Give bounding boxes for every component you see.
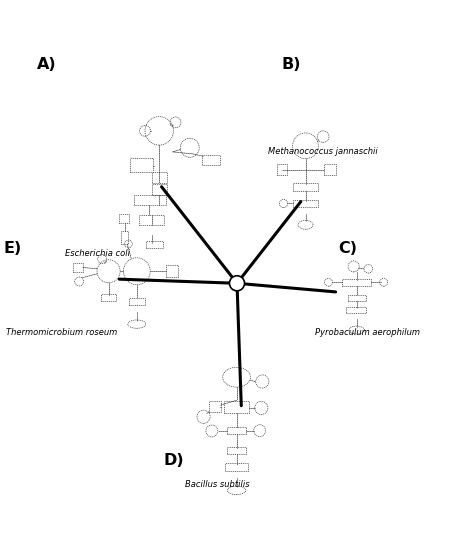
- Bar: [227, 447, 246, 454]
- Bar: [346, 307, 366, 313]
- Text: Escherichia coli: Escherichia coli: [65, 249, 130, 258]
- Bar: [201, 155, 220, 165]
- Text: D): D): [164, 453, 184, 468]
- Bar: [224, 401, 249, 414]
- Bar: [342, 279, 372, 286]
- Bar: [153, 185, 167, 195]
- Bar: [153, 172, 167, 184]
- Text: E): E): [4, 241, 22, 256]
- Bar: [119, 214, 129, 223]
- Bar: [292, 200, 319, 207]
- Bar: [134, 195, 166, 205]
- Bar: [165, 266, 178, 277]
- Bar: [130, 158, 154, 172]
- Text: A): A): [36, 57, 56, 72]
- Bar: [146, 241, 163, 248]
- Bar: [139, 215, 164, 225]
- Bar: [121, 231, 128, 244]
- Bar: [209, 401, 221, 412]
- Bar: [347, 294, 366, 301]
- Text: C): C): [338, 241, 357, 256]
- Text: Thermomicrobium roseum: Thermomicrobium roseum: [6, 328, 118, 337]
- Bar: [73, 263, 83, 272]
- Text: Bacillus subtilis: Bacillus subtilis: [185, 480, 250, 489]
- Bar: [277, 165, 287, 175]
- Bar: [292, 184, 319, 191]
- Bar: [129, 298, 145, 305]
- Bar: [101, 294, 116, 301]
- Bar: [225, 463, 248, 471]
- Text: Methanococcus jannaschii: Methanococcus jannaschii: [268, 147, 377, 156]
- Bar: [324, 165, 336, 175]
- Text: B): B): [282, 57, 301, 72]
- Text: Pyrobaculum aerophilum: Pyrobaculum aerophilum: [315, 328, 420, 337]
- Bar: [227, 427, 246, 434]
- Circle shape: [229, 276, 245, 291]
